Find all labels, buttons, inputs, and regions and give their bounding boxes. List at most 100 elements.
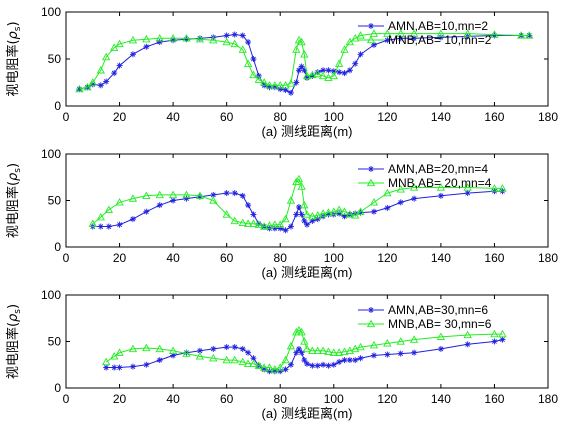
data-point xyxy=(384,204,391,211)
data-point xyxy=(116,364,123,371)
data-point xyxy=(302,210,312,218)
data-point xyxy=(314,362,321,369)
data-point xyxy=(111,70,118,77)
data-point xyxy=(111,364,118,371)
data-point xyxy=(293,211,300,218)
data-point xyxy=(88,219,97,227)
series-line xyxy=(79,34,530,94)
data-point xyxy=(357,51,364,58)
x-tick-label: 20 xyxy=(113,110,127,124)
data-point xyxy=(155,344,164,353)
data-point xyxy=(102,357,111,366)
data-point xyxy=(115,39,124,48)
data-point xyxy=(259,78,269,86)
data-point xyxy=(313,211,322,219)
x-axis-label: (a) 测线距离(m) xyxy=(262,265,353,280)
data-point xyxy=(351,344,360,353)
data-point xyxy=(249,70,258,79)
data-point xyxy=(525,31,534,39)
data-point xyxy=(293,79,300,86)
data-point xyxy=(294,174,304,183)
data-point xyxy=(238,45,247,53)
data-point xyxy=(346,357,353,364)
data-point xyxy=(259,222,269,230)
data-point xyxy=(75,84,84,93)
data-point xyxy=(183,195,190,202)
data-point xyxy=(270,80,280,89)
x-tick-label: 160 xyxy=(484,392,504,406)
data-point xyxy=(182,190,191,199)
data-point xyxy=(352,60,359,67)
data-point xyxy=(318,346,328,354)
data-point xyxy=(222,37,231,46)
data-point xyxy=(341,70,348,77)
data-point xyxy=(142,34,151,43)
data-point xyxy=(329,71,338,80)
data-point xyxy=(265,221,274,229)
data-point xyxy=(245,39,252,46)
data-point xyxy=(83,82,92,91)
data-point xyxy=(345,346,355,354)
legend-label: AMN,AB=30,mn=6 xyxy=(388,303,488,317)
data-point xyxy=(209,353,218,362)
data-point xyxy=(142,343,151,352)
data-point xyxy=(231,190,238,197)
data-point xyxy=(295,67,302,74)
x-tick-label: 180 xyxy=(538,110,558,124)
data-point xyxy=(340,207,349,215)
legend-marker xyxy=(366,178,376,187)
data-point xyxy=(231,344,238,351)
data-point xyxy=(282,227,289,234)
data-point xyxy=(370,208,377,215)
data-point xyxy=(223,190,230,197)
legend-marker xyxy=(368,166,374,172)
data-point xyxy=(370,352,377,359)
data-point xyxy=(250,56,257,62)
data-point xyxy=(329,207,338,215)
data-point xyxy=(436,332,446,341)
data-point xyxy=(345,210,355,218)
data-point xyxy=(356,31,365,39)
data-point xyxy=(143,208,150,215)
data-point xyxy=(384,37,391,44)
data-point xyxy=(209,196,218,204)
data-point xyxy=(182,349,191,357)
data-point xyxy=(223,32,230,39)
data-point xyxy=(250,211,257,218)
data-point xyxy=(270,220,280,228)
data-point xyxy=(287,223,294,230)
data-point xyxy=(129,216,136,223)
data-point xyxy=(297,327,306,336)
legend-label: MNB,AB= 30,mn=6 xyxy=(388,317,492,331)
data-point xyxy=(409,183,419,191)
data-point xyxy=(297,37,306,46)
data-point xyxy=(295,204,302,211)
data-point xyxy=(243,219,253,227)
data-point xyxy=(249,219,258,227)
data-point xyxy=(223,344,230,351)
data-point xyxy=(286,196,296,204)
data-point xyxy=(210,191,217,198)
y-tick-label: 0 xyxy=(54,240,61,254)
data-point xyxy=(304,221,310,228)
x-tick-label: 100 xyxy=(324,251,344,265)
data-point xyxy=(334,59,344,67)
data-point xyxy=(97,82,104,89)
data-point xyxy=(115,348,124,356)
x-axis-label: (a) 测线距离(m) xyxy=(262,406,353,421)
legend-marker xyxy=(366,319,376,328)
data-point xyxy=(324,73,333,81)
data-point xyxy=(156,357,163,364)
x-tick-label: 180 xyxy=(538,251,558,265)
data-point xyxy=(195,34,205,43)
data-point xyxy=(352,357,359,364)
x-tick-label: 80 xyxy=(274,110,288,124)
x-tick-label: 20 xyxy=(113,251,127,265)
data-point xyxy=(238,218,247,226)
x-tick-label: 120 xyxy=(377,392,397,406)
y-tick-label: 100 xyxy=(41,288,61,302)
data-point xyxy=(334,348,344,356)
data-point xyxy=(302,344,312,353)
